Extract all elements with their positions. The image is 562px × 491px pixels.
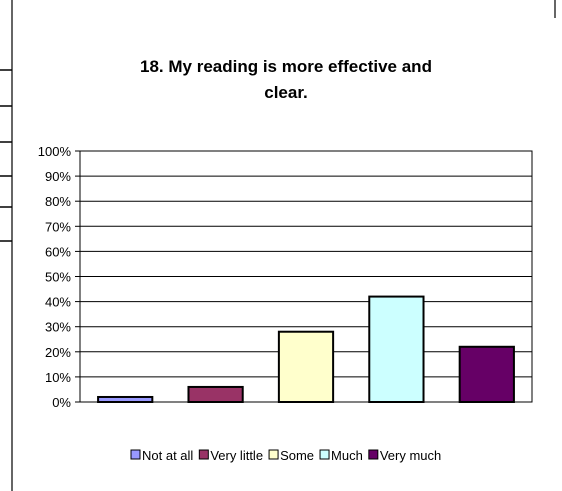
y-tick-label: 90% [45,169,71,184]
bars [97,295,515,404]
legend-label: Much [331,448,363,463]
bar-much [368,295,425,403]
legend-swatch [268,449,279,460]
y-tick-label: 100% [38,144,72,159]
y-tick-label: 70% [45,219,71,234]
legend-swatch [319,449,330,460]
legend-label: Not at all [142,448,193,463]
chart-title-line1: 18. My reading is more effective and [140,57,432,76]
y-tick-label: 20% [45,345,71,360]
y-tick-label: 0% [52,395,71,410]
bar-not-at-all [97,395,154,404]
y-tick-label: 10% [45,370,71,385]
y-axis: 0% 10% 20% 30% 40% 50% 60% 70% 80% 90% 100% [38,144,80,410]
legend-swatch [198,449,209,460]
y-tick-label: 80% [45,194,71,209]
legend-label: Very much [380,448,441,463]
y-tick-label: 60% [45,244,71,259]
legend-swatch [368,449,379,460]
legend: Not at all Very little Some Much Very much [130,448,441,463]
y-tick-label: 30% [45,320,71,335]
bar-very-little [187,385,244,404]
bar-very-much [458,345,515,403]
legend-label: Some [280,448,314,463]
y-tick-label: 50% [45,270,71,285]
legend-swatch [130,449,141,460]
legend-label: Very little [210,448,263,463]
y-tick-label: 40% [45,295,71,310]
chart-title-line2: clear. [264,83,308,102]
bar-some [277,330,335,403]
